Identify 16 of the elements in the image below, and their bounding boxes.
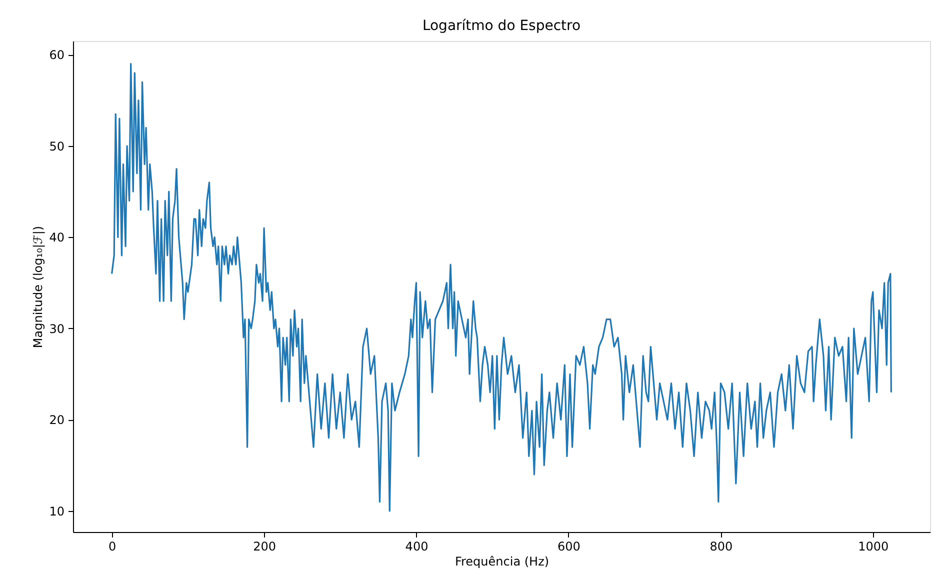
y-axis-title: Magnitude (log₁₀|ℱ|) xyxy=(31,226,46,348)
y-tick-label: 10 xyxy=(49,504,64,519)
x-tick-label: 0 xyxy=(108,540,116,554)
line-series xyxy=(111,63,892,512)
y-tick-label: 20 xyxy=(49,413,64,428)
x-tick-label: 200 xyxy=(253,540,276,554)
y-tick-label: 50 xyxy=(49,139,64,154)
x-tick-label: 600 xyxy=(558,540,580,554)
y-tick-label: 60 xyxy=(49,48,64,62)
x-tick-label: 800 xyxy=(710,540,733,554)
y-tick-label: 30 xyxy=(49,322,64,336)
x-axis-title: Frequência (Hz) xyxy=(454,554,550,568)
x-tick-label: 1000 xyxy=(858,540,889,554)
x-tick-label: 400 xyxy=(405,540,428,554)
y-tick-label: 40 xyxy=(49,230,64,245)
chart-title: Logarítmo do Espectro xyxy=(422,18,581,34)
